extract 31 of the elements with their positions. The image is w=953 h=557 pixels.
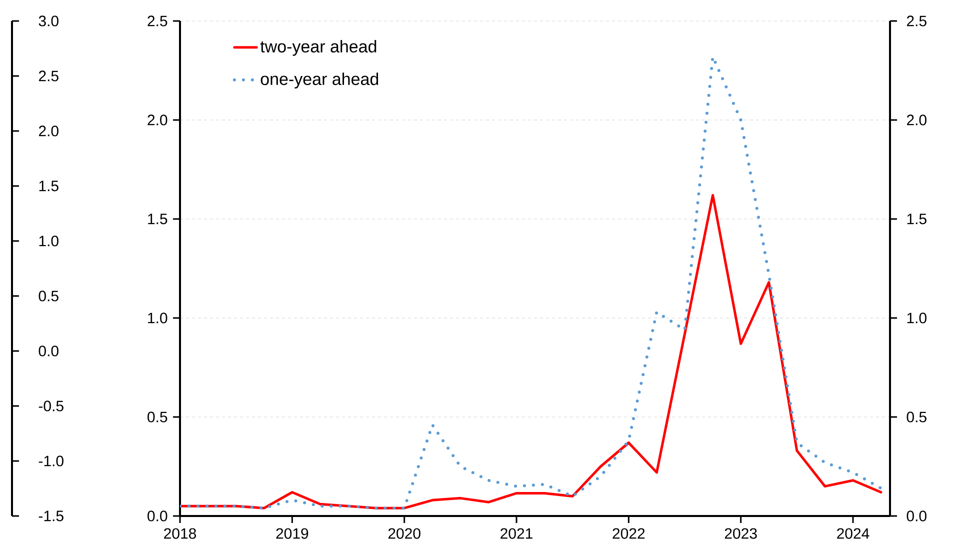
x-tick-label: 2020 bbox=[388, 528, 420, 539]
y3-tick-label: -0.5 bbox=[38, 400, 64, 412]
y3-tick-label: 0.0 bbox=[38, 346, 58, 356]
y2-tick-label: 1.5 bbox=[907, 214, 926, 224]
y2-tick-label: 2.0 bbox=[906, 114, 926, 126]
legend-label: two-year ahead bbox=[260, 40, 376, 56]
y-tick-label: 1.5 bbox=[148, 214, 168, 224]
y3-tick-label: 1.0 bbox=[39, 236, 58, 246]
y3-tick-label: 2.0 bbox=[38, 126, 58, 136]
y-tick-label: 2.5 bbox=[148, 16, 168, 26]
x-tick-label: 2018 bbox=[164, 528, 196, 539]
y-tick-label: 0.5 bbox=[148, 412, 168, 422]
y-tick-label: 1.0 bbox=[148, 312, 168, 324]
y2-tick-label: 0.0 bbox=[906, 510, 926, 522]
y3-tick-label: -1.5 bbox=[38, 510, 64, 522]
x-tick-label: 2024 bbox=[837, 528, 870, 539]
y2-tick-label: 1.0 bbox=[907, 312, 926, 324]
y2-tick-label: 0.5 bbox=[906, 412, 926, 422]
x-tick-label: 2019 bbox=[276, 528, 308, 539]
y-tick-label: 0.0 bbox=[148, 510, 168, 522]
y3-tick-label: -1.0 bbox=[38, 456, 64, 466]
y3-tick-label: 3.0 bbox=[38, 16, 58, 26]
y3-tick-label: 0.5 bbox=[38, 290, 58, 302]
y3-tick-label: 1.5 bbox=[39, 180, 58, 192]
y-tick-label: 2.0 bbox=[148, 114, 168, 126]
legend-label: one-year ahead bbox=[260, 72, 378, 88]
x-tick-label: 2023 bbox=[724, 528, 757, 539]
y2-tick-label: 2.5 bbox=[906, 16, 926, 26]
y3-tick-label: 2.5 bbox=[38, 70, 58, 82]
x-tick-label: 2021 bbox=[500, 528, 532, 539]
x-tick-label: 2022 bbox=[612, 528, 645, 539]
